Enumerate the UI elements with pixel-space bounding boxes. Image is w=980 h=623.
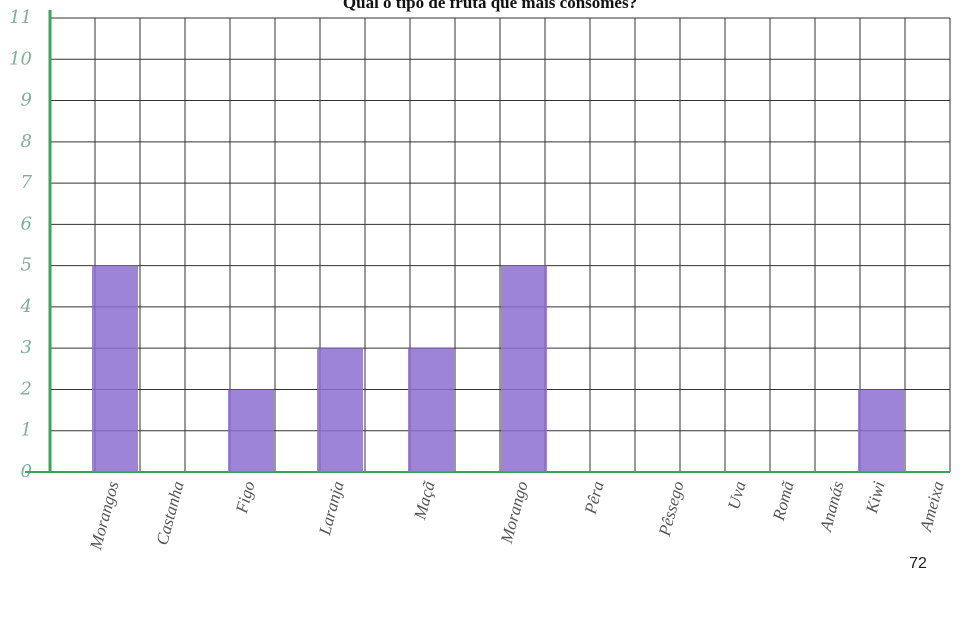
- bar: [501, 265, 547, 472]
- x-tick-label: Ananás: [816, 479, 848, 535]
- x-tick-label: Laranja: [315, 479, 348, 538]
- y-tick-label: 6: [21, 213, 32, 234]
- x-tick-label: Figo: [232, 479, 259, 516]
- y-tick-label: 9: [21, 90, 32, 111]
- x-tick-label: Pêra: [580, 479, 607, 517]
- y-tick-label: 7: [21, 172, 33, 193]
- y-tick-label: 5: [21, 255, 32, 276]
- x-tick-label: Uva: [724, 479, 750, 511]
- y-tick-label: 2: [20, 378, 32, 399]
- x-tick-label: Kiwi: [862, 479, 889, 516]
- y-tick-label: 4: [20, 296, 32, 317]
- x-tick-label: Castanha: [152, 479, 187, 547]
- bar: [408, 348, 454, 472]
- y-tick-label: 1: [21, 420, 32, 441]
- chart-title: Qual o tipo de fruta que mais consomes?: [343, 0, 637, 12]
- x-tick-label: Morango: [497, 479, 532, 546]
- x-tick-label: Ameixa: [916, 479, 948, 534]
- bar: [92, 265, 138, 472]
- y-tick-label: 3: [21, 337, 32, 358]
- page-number: 72: [909, 555, 927, 572]
- x-tick-label: Pêssego: [655, 479, 688, 539]
- y-tick-label: 10: [9, 48, 32, 69]
- bar: [228, 389, 274, 472]
- x-tick-label: Maçã: [410, 479, 439, 523]
- y-tick-label: 8: [21, 131, 32, 152]
- y-tick-label: 11: [9, 7, 32, 28]
- x-tick-label: Morangos: [86, 479, 123, 553]
- x-tick-label: Romã: [769, 479, 798, 524]
- bar: [858, 389, 904, 472]
- bar: [317, 348, 363, 472]
